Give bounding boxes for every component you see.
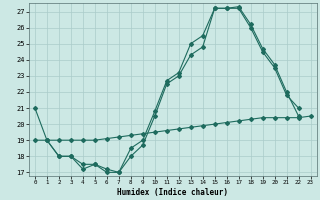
X-axis label: Humidex (Indice chaleur): Humidex (Indice chaleur) xyxy=(117,188,228,197)
